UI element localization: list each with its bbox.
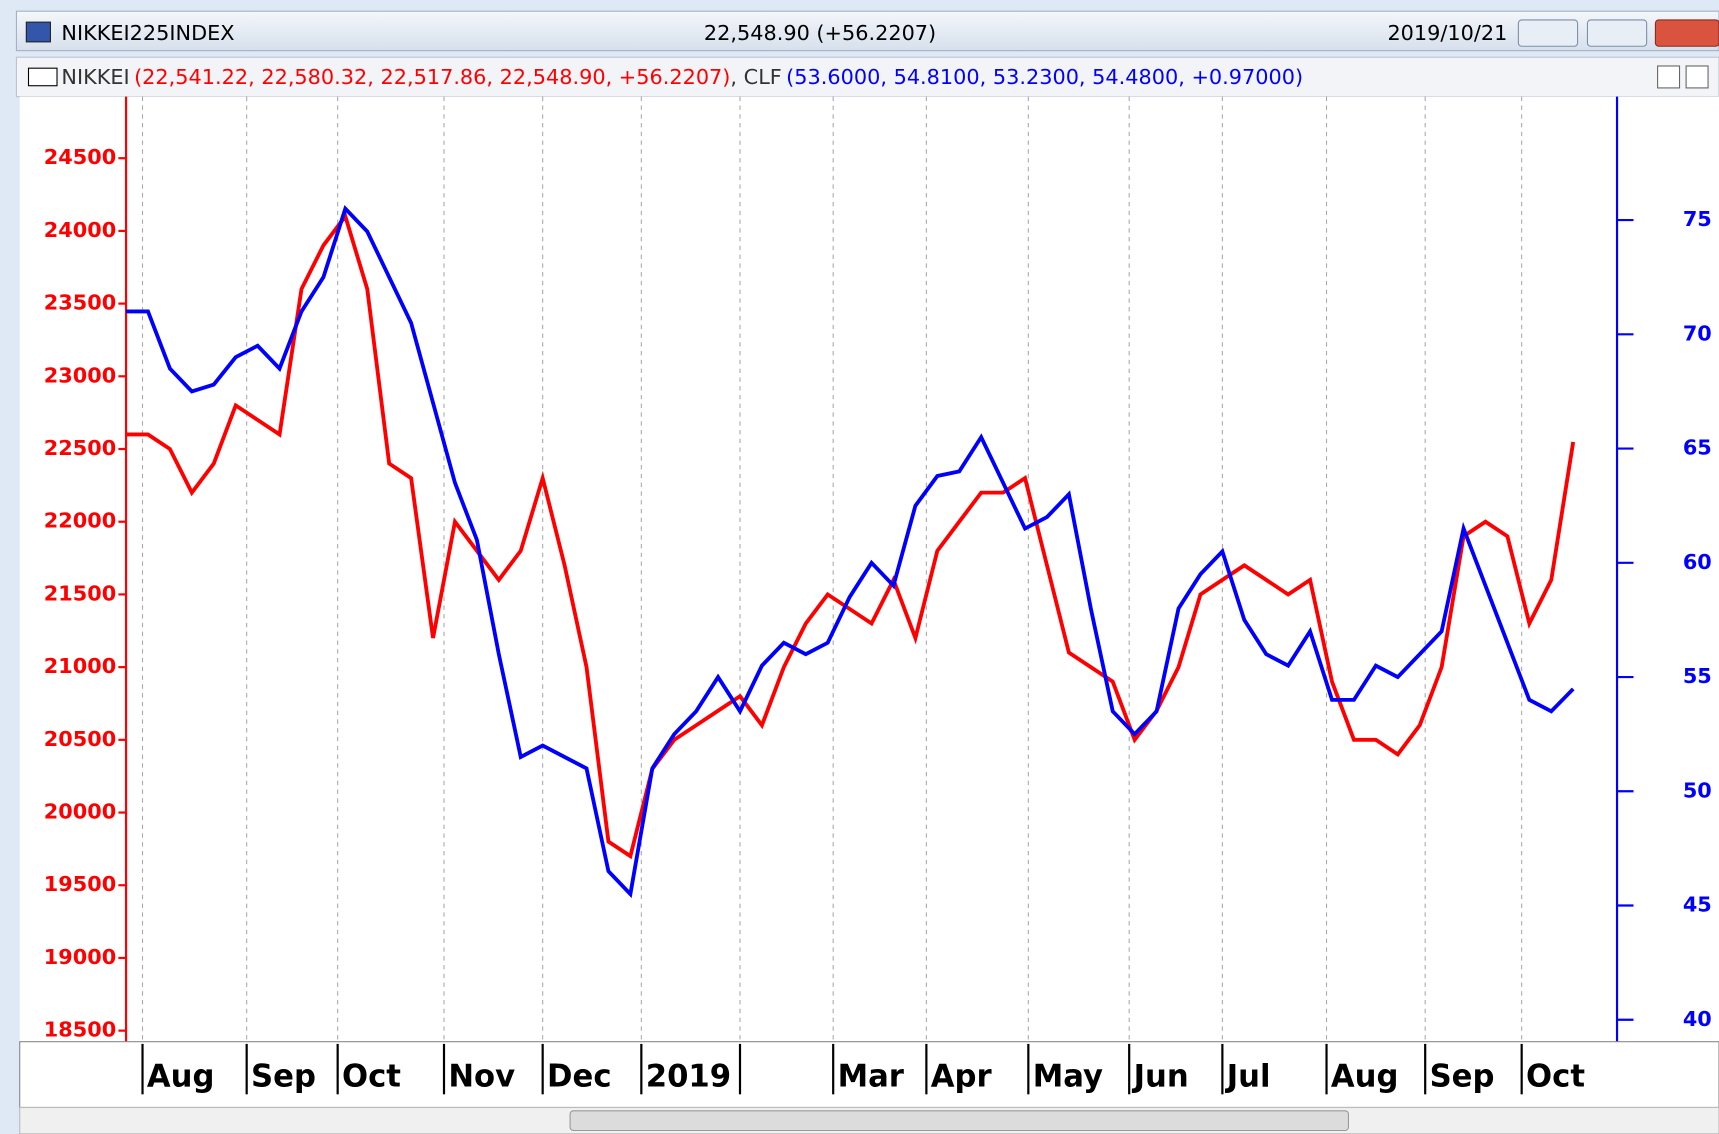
- x-axis-strip: [19, 1041, 1719, 1109]
- y-tick-label: 23500: [44, 291, 116, 315]
- y-tick-label: 19500: [44, 872, 116, 896]
- maximize-button[interactable]: [1586, 19, 1648, 47]
- y-tick-label: 20500: [44, 727, 116, 751]
- legend-separator: ,: [730, 65, 743, 89]
- y2-tick-label: 60: [1683, 550, 1712, 574]
- legend-quote: (53.6000, 54.8100, 53.2300, 54.4800, +0.…: [786, 65, 1303, 89]
- legend-quote: (22,541.22, 22,580.32, 22,517.86, 22,548…: [134, 65, 730, 89]
- x-tick-label: Oct: [1526, 1059, 1585, 1094]
- y2-tick-label: 75: [1683, 207, 1712, 231]
- y2-tick-label: 45: [1683, 893, 1712, 917]
- close-pane-button[interactable]: [1685, 65, 1709, 89]
- x-tick-label: 2019: [646, 1059, 731, 1094]
- series-line: [126, 212, 1576, 860]
- y-tick-label: 20000: [44, 800, 116, 824]
- legend-name: CLF: [744, 65, 782, 89]
- y-tick-label: 22500: [44, 436, 116, 460]
- y2-tick-label: 55: [1683, 664, 1712, 688]
- x-tick-label: Aug: [147, 1059, 215, 1094]
- y2-tick-label: 65: [1683, 436, 1712, 460]
- series-line: [126, 204, 1575, 899]
- close-button[interactable]: [1654, 19, 1719, 47]
- y-tick-label: 18500: [44, 1018, 116, 1042]
- y-tick-label: 22000: [44, 509, 116, 533]
- title-bar: [15, 10, 1719, 52]
- legend-bar: [15, 56, 1719, 98]
- legend: NIKKEI (22,541.22, 22,580.32, 22,517.86, …: [61, 65, 1303, 89]
- y2-tick-label: 40: [1683, 1007, 1712, 1031]
- plot-background: [19, 96, 1719, 1108]
- x-tick-label: Jun: [1132, 1059, 1189, 1094]
- y-tick-label: 19000: [44, 945, 116, 969]
- minimize-button[interactable]: [1517, 19, 1579, 47]
- y2-tick-label: 50: [1683, 778, 1712, 802]
- y-tick-label: 24500: [44, 145, 116, 169]
- x-tick-label: Apr: [931, 1059, 993, 1094]
- y-tick-label: 21000: [44, 654, 116, 678]
- legend-name: NIKKEI: [61, 65, 129, 89]
- x-tick-label: Jul: [1225, 1059, 1271, 1094]
- restore-button[interactable]: [1657, 65, 1681, 89]
- x-tick-label: May: [1033, 1059, 1103, 1094]
- legend-icon: [27, 67, 58, 87]
- y-tick-label: 21500: [44, 581, 116, 605]
- y-tick-label: 24000: [44, 218, 116, 242]
- quote: 22,548.90 (+56.2207): [704, 21, 936, 45]
- x-tick-label: Aug: [1331, 1059, 1399, 1094]
- app-icon: [25, 21, 51, 43]
- x-tick-label: Sep: [251, 1059, 316, 1094]
- x-tick-label: Sep: [1430, 1059, 1495, 1094]
- x-tick-label: Mar: [838, 1059, 905, 1094]
- x-tick-label: Oct: [342, 1059, 401, 1094]
- y2-tick-label: 70: [1683, 321, 1712, 345]
- plot: Aug Sep Oct Nov Dec 2019 Mar Apr May Jun Jul Aug Sep…: [44, 96, 1712, 1094]
- window-title: NIKKEI225INDEX: [61, 21, 234, 45]
- y-tick-label: 23000: [44, 363, 116, 387]
- scroll-thumb[interactable]: [569, 1110, 1349, 1132]
- x-tick-label: Dec: [547, 1059, 611, 1094]
- x-tick-label: Nov: [448, 1059, 515, 1094]
- date: 2019/10/21: [1387, 21, 1507, 45]
